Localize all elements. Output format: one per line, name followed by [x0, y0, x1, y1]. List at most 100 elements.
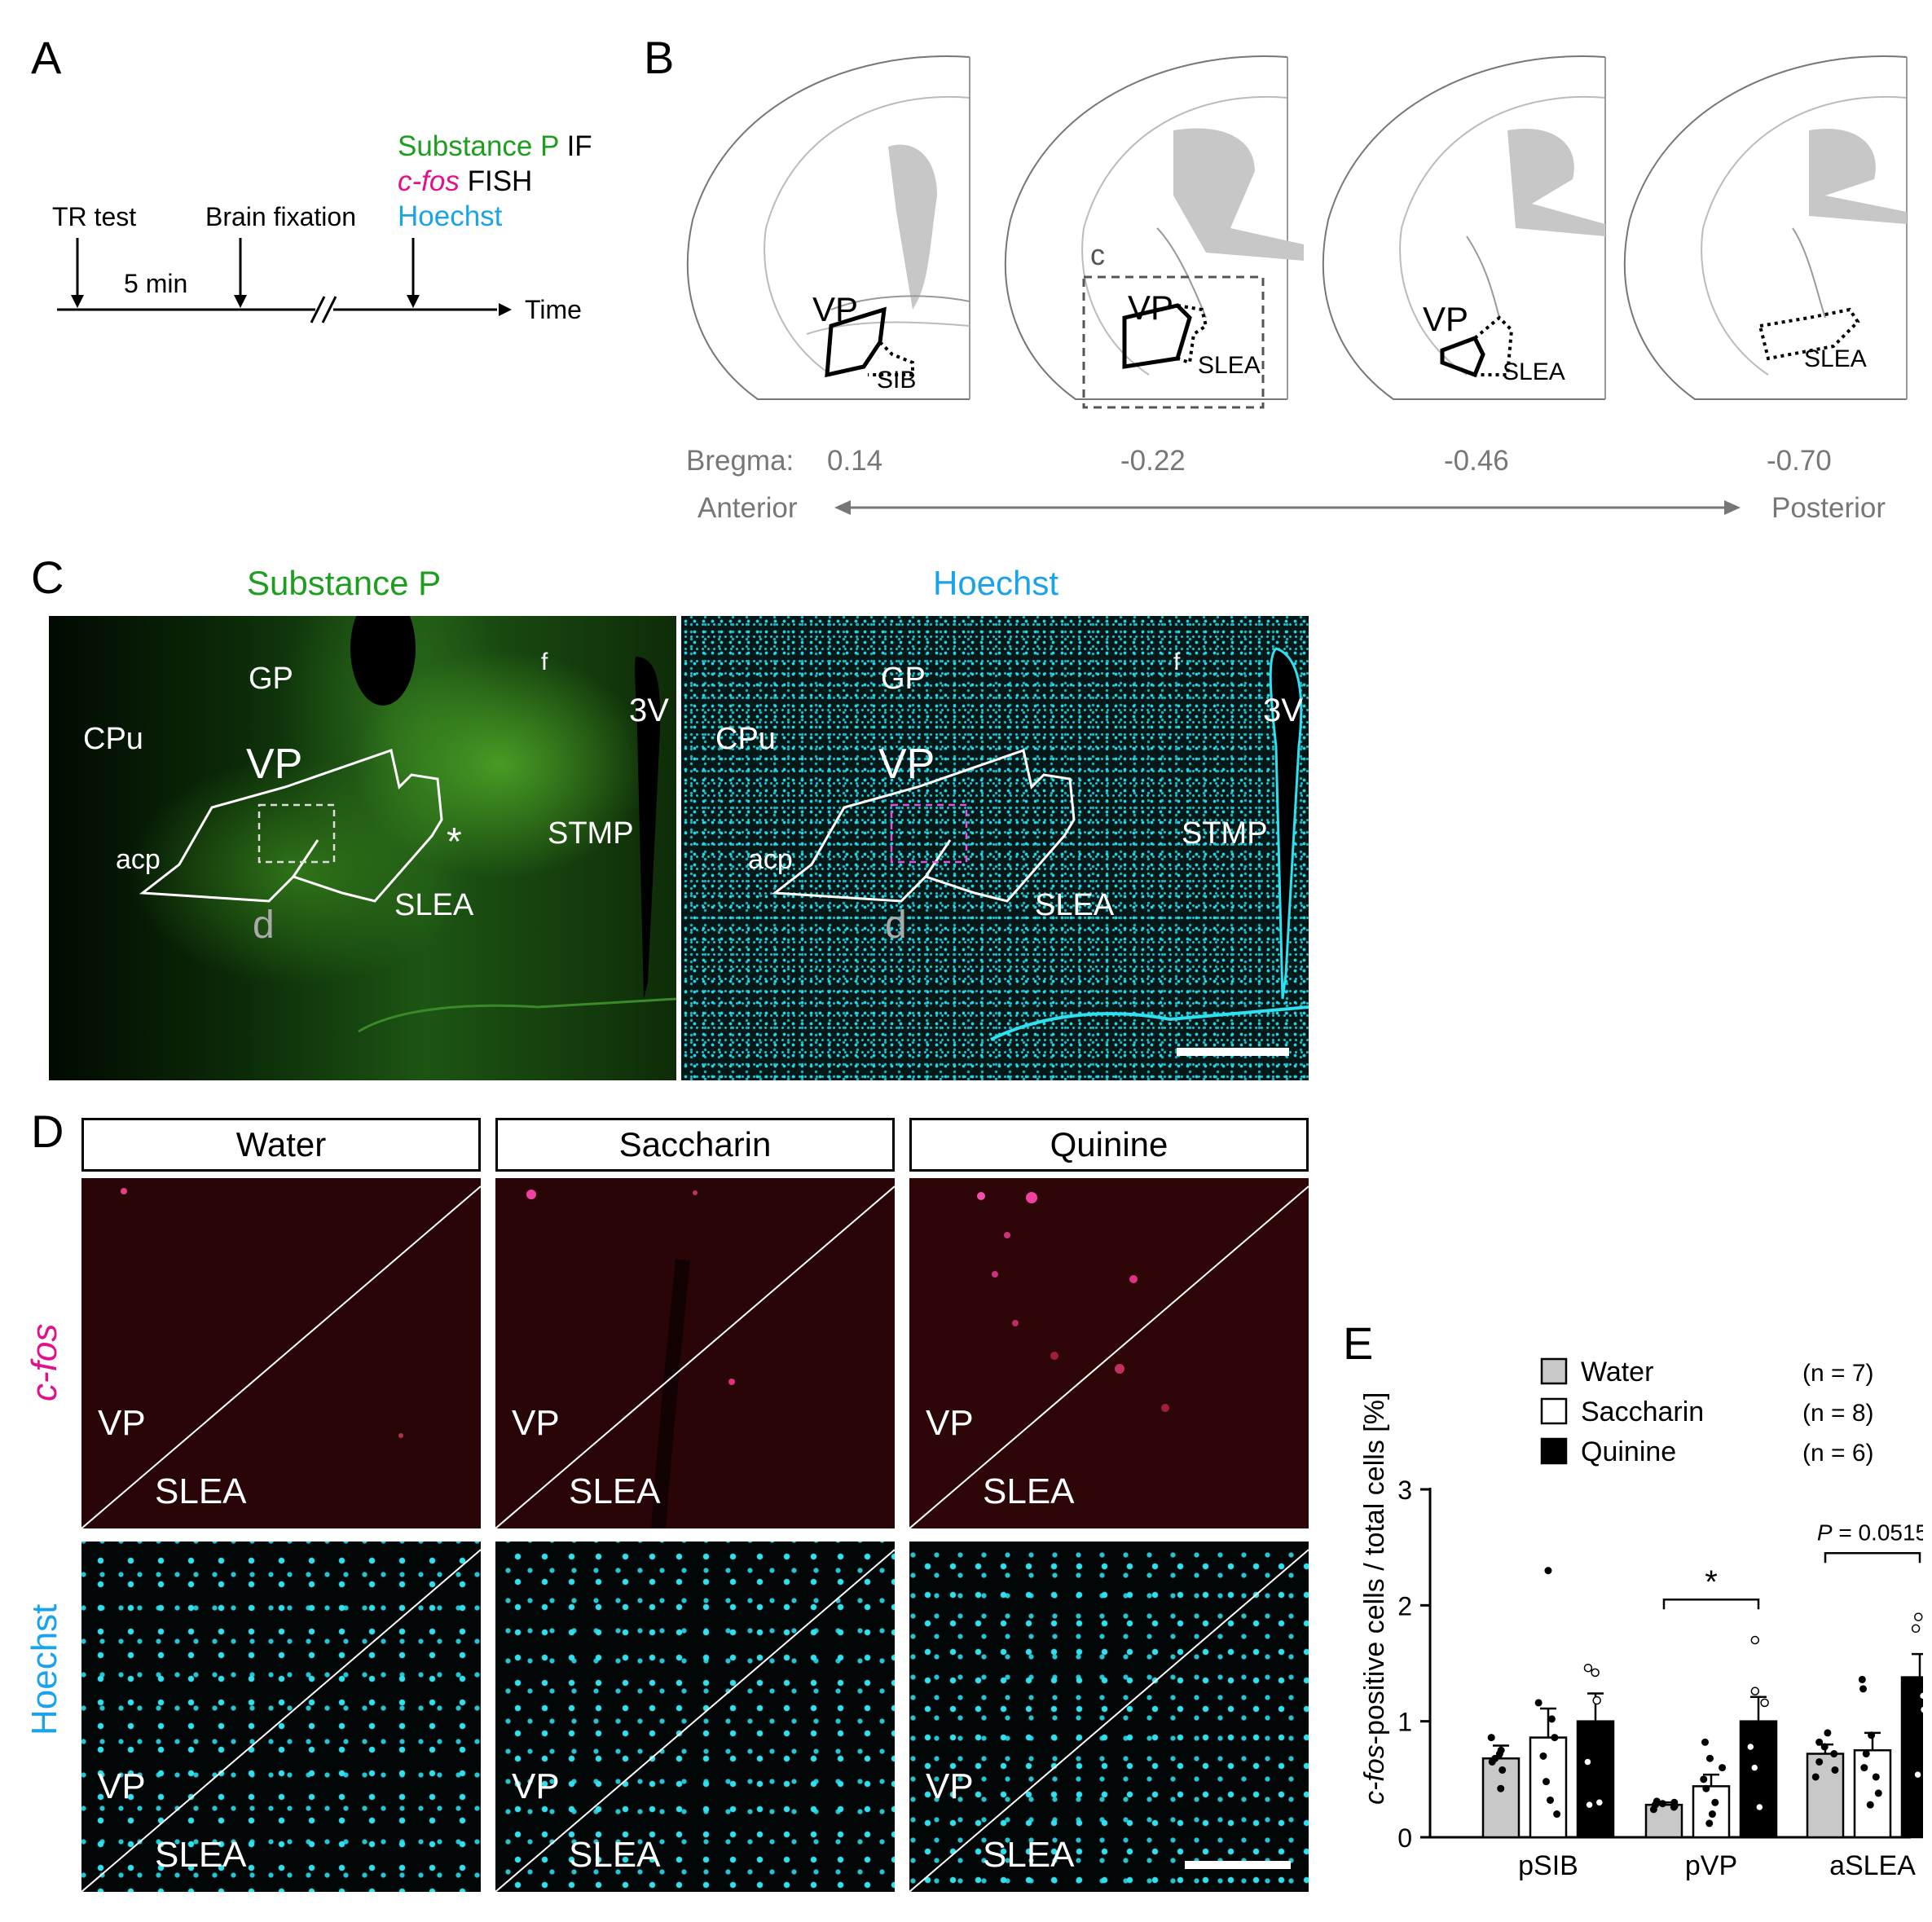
bregma-value-2: -0.22 [1120, 445, 1186, 477]
slice-2-vp-label: VP [1128, 288, 1174, 327]
c-left-slea: SLEA [394, 888, 474, 922]
c-left-inset-box [257, 803, 336, 864]
e-data-point [1719, 1764, 1727, 1772]
atlas-slice-2 [1005, 55, 1304, 400]
c-left-star: * [447, 820, 462, 864]
anterior-posterior-arrow [834, 500, 1741, 515]
e-significance-star: * [1705, 1564, 1718, 1600]
e-data-point [1499, 1766, 1507, 1774]
e-bar-quinine-pvp [1739, 1720, 1778, 1839]
e-legend-label-saccharin: Saccharin [1581, 1396, 1704, 1427]
e-data-point [1553, 1810, 1561, 1819]
e-data-point [1866, 1801, 1874, 1809]
fish-word: FISH [467, 165, 533, 197]
e-bar-quinine-aslea [1900, 1676, 1923, 1839]
panel-d-letter: D [31, 1106, 64, 1157]
slice-4-slea-outline [1758, 307, 1860, 361]
e-data-point [1824, 1729, 1832, 1737]
c-right-inset-box [890, 803, 968, 864]
e-legend-n-water: (n = 7) [1802, 1360, 1874, 1387]
slice-3-slea-label: SLEA [1503, 358, 1565, 385]
e-data-point [1815, 1738, 1824, 1746]
e-bar-saccharin-aslea [1853, 1749, 1892, 1839]
brain-fixation-label: Brain fixation [205, 202, 356, 231]
bregma-value-3: -0.46 [1444, 445, 1509, 477]
e-data-point [1831, 1766, 1839, 1774]
c-left-acp: acp [116, 844, 161, 875]
e-data-point [1592, 1695, 1601, 1705]
c-right-stmp: STMP [1182, 816, 1268, 851]
e-data-point [1872, 1773, 1880, 1781]
substance-p-title: Substance P [247, 564, 442, 602]
bregma-label: Bregma: [686, 445, 794, 477]
e-legend-n-saccharin: (n = 8) [1802, 1400, 1874, 1427]
atlas-slice-3 [1322, 55, 1606, 400]
hoechst-saccharin-vp: VP [512, 1766, 560, 1806]
condition-water: Water [81, 1118, 481, 1172]
cfos-word: c-fos [398, 165, 460, 197]
c-right-cpu: CPu [715, 722, 776, 756]
e-data-point [1830, 1750, 1838, 1758]
hoechst-quinine-vp: VP [926, 1766, 974, 1806]
bregma-value-1: 0.14 [827, 445, 883, 477]
e-legend-n-quinine: (n = 6) [1802, 1440, 1874, 1467]
e-bar-saccharin-psib [1529, 1736, 1568, 1839]
c-left-gp: GP [249, 662, 293, 696]
cfos-quinine-slea: SLEA [983, 1471, 1075, 1511]
brain-atlas-slices [687, 55, 1908, 409]
atlas-slice-1 [687, 55, 970, 400]
e-data-point [1874, 1789, 1882, 1797]
c-right-d: d [885, 904, 907, 947]
e-data-point [1700, 1775, 1708, 1783]
cfos-saccharin-image: VP SLEA [495, 1178, 895, 1528]
e-data-point [1658, 1800, 1666, 1808]
slice-4-slea-label: SLEA [1804, 345, 1867, 372]
e-data-point [1755, 1802, 1764, 1812]
e-data-point [1585, 1800, 1594, 1810]
panel-a-letter: A [31, 32, 62, 83]
tr-test-label: TR test [52, 202, 137, 231]
e-data-point [1750, 1635, 1760, 1645]
hoechst-title: Hoechst [933, 564, 1059, 602]
e-data-point [1868, 1731, 1876, 1739]
atlas-slice-4 [1624, 55, 1908, 400]
e-bar-water-aslea [1806, 1753, 1845, 1839]
cfos-saccharin-slea: SLEA [569, 1471, 661, 1511]
c-scale-bar [1177, 1048, 1289, 1056]
e-ytick-label: 1 [1397, 1708, 1412, 1737]
e-y-label: c-fos-positive cells / total cells [%] [1359, 1392, 1390, 1805]
e-data-point [1918, 1691, 1923, 1700]
cfos-water-vp: VP [98, 1403, 146, 1443]
e-data-point [1547, 1796, 1555, 1804]
e-data-point [1708, 1810, 1716, 1819]
slice-2-box-label: c [1090, 238, 1105, 271]
e-data-point [1746, 1742, 1755, 1752]
e-category-label: pVP [1685, 1850, 1737, 1881]
e-data-point [1860, 1764, 1868, 1772]
stain-hoechst-label: Hoechst [398, 200, 503, 232]
slice-2-vp-outline [1122, 303, 1192, 369]
e-data-point [1487, 1734, 1495, 1742]
hoechst-water-slea: SLEA [155, 1835, 247, 1875]
e-ytick-label: 3 [1397, 1476, 1412, 1505]
e-data-point [1859, 1685, 1868, 1693]
e-legend-swatch-quinine [1540, 1437, 1568, 1465]
posterior-label: Posterior [1771, 492, 1886, 524]
slice-1-sib-label: SIB [877, 367, 917, 394]
e-bracket-pvp [1662, 1598, 1760, 1610]
e-data-point [1583, 1663, 1593, 1673]
hoechst-water-image: VP SLEA [81, 1542, 481, 1892]
e-data-point [1711, 1798, 1719, 1806]
e-ytick-label: 2 [1397, 1591, 1412, 1621]
e-data-point [1534, 1699, 1543, 1707]
e-ytick-label: 0 [1397, 1823, 1412, 1853]
hoechst-c-image: GP f 3V CPu VP acp STMP SLEA d [681, 616, 1309, 1080]
e-data-point [1815, 1757, 1824, 1766]
substance-p-word: Substance P [398, 130, 559, 162]
c-left-f: f [541, 649, 548, 675]
c-left-d: d [253, 904, 275, 947]
e-legend-label-quinine: Quinine [1581, 1436, 1676, 1467]
e-legend-label-water: Water [1581, 1357, 1653, 1388]
e-legend-swatch-water [1540, 1357, 1568, 1385]
if-word: IF [566, 130, 592, 162]
